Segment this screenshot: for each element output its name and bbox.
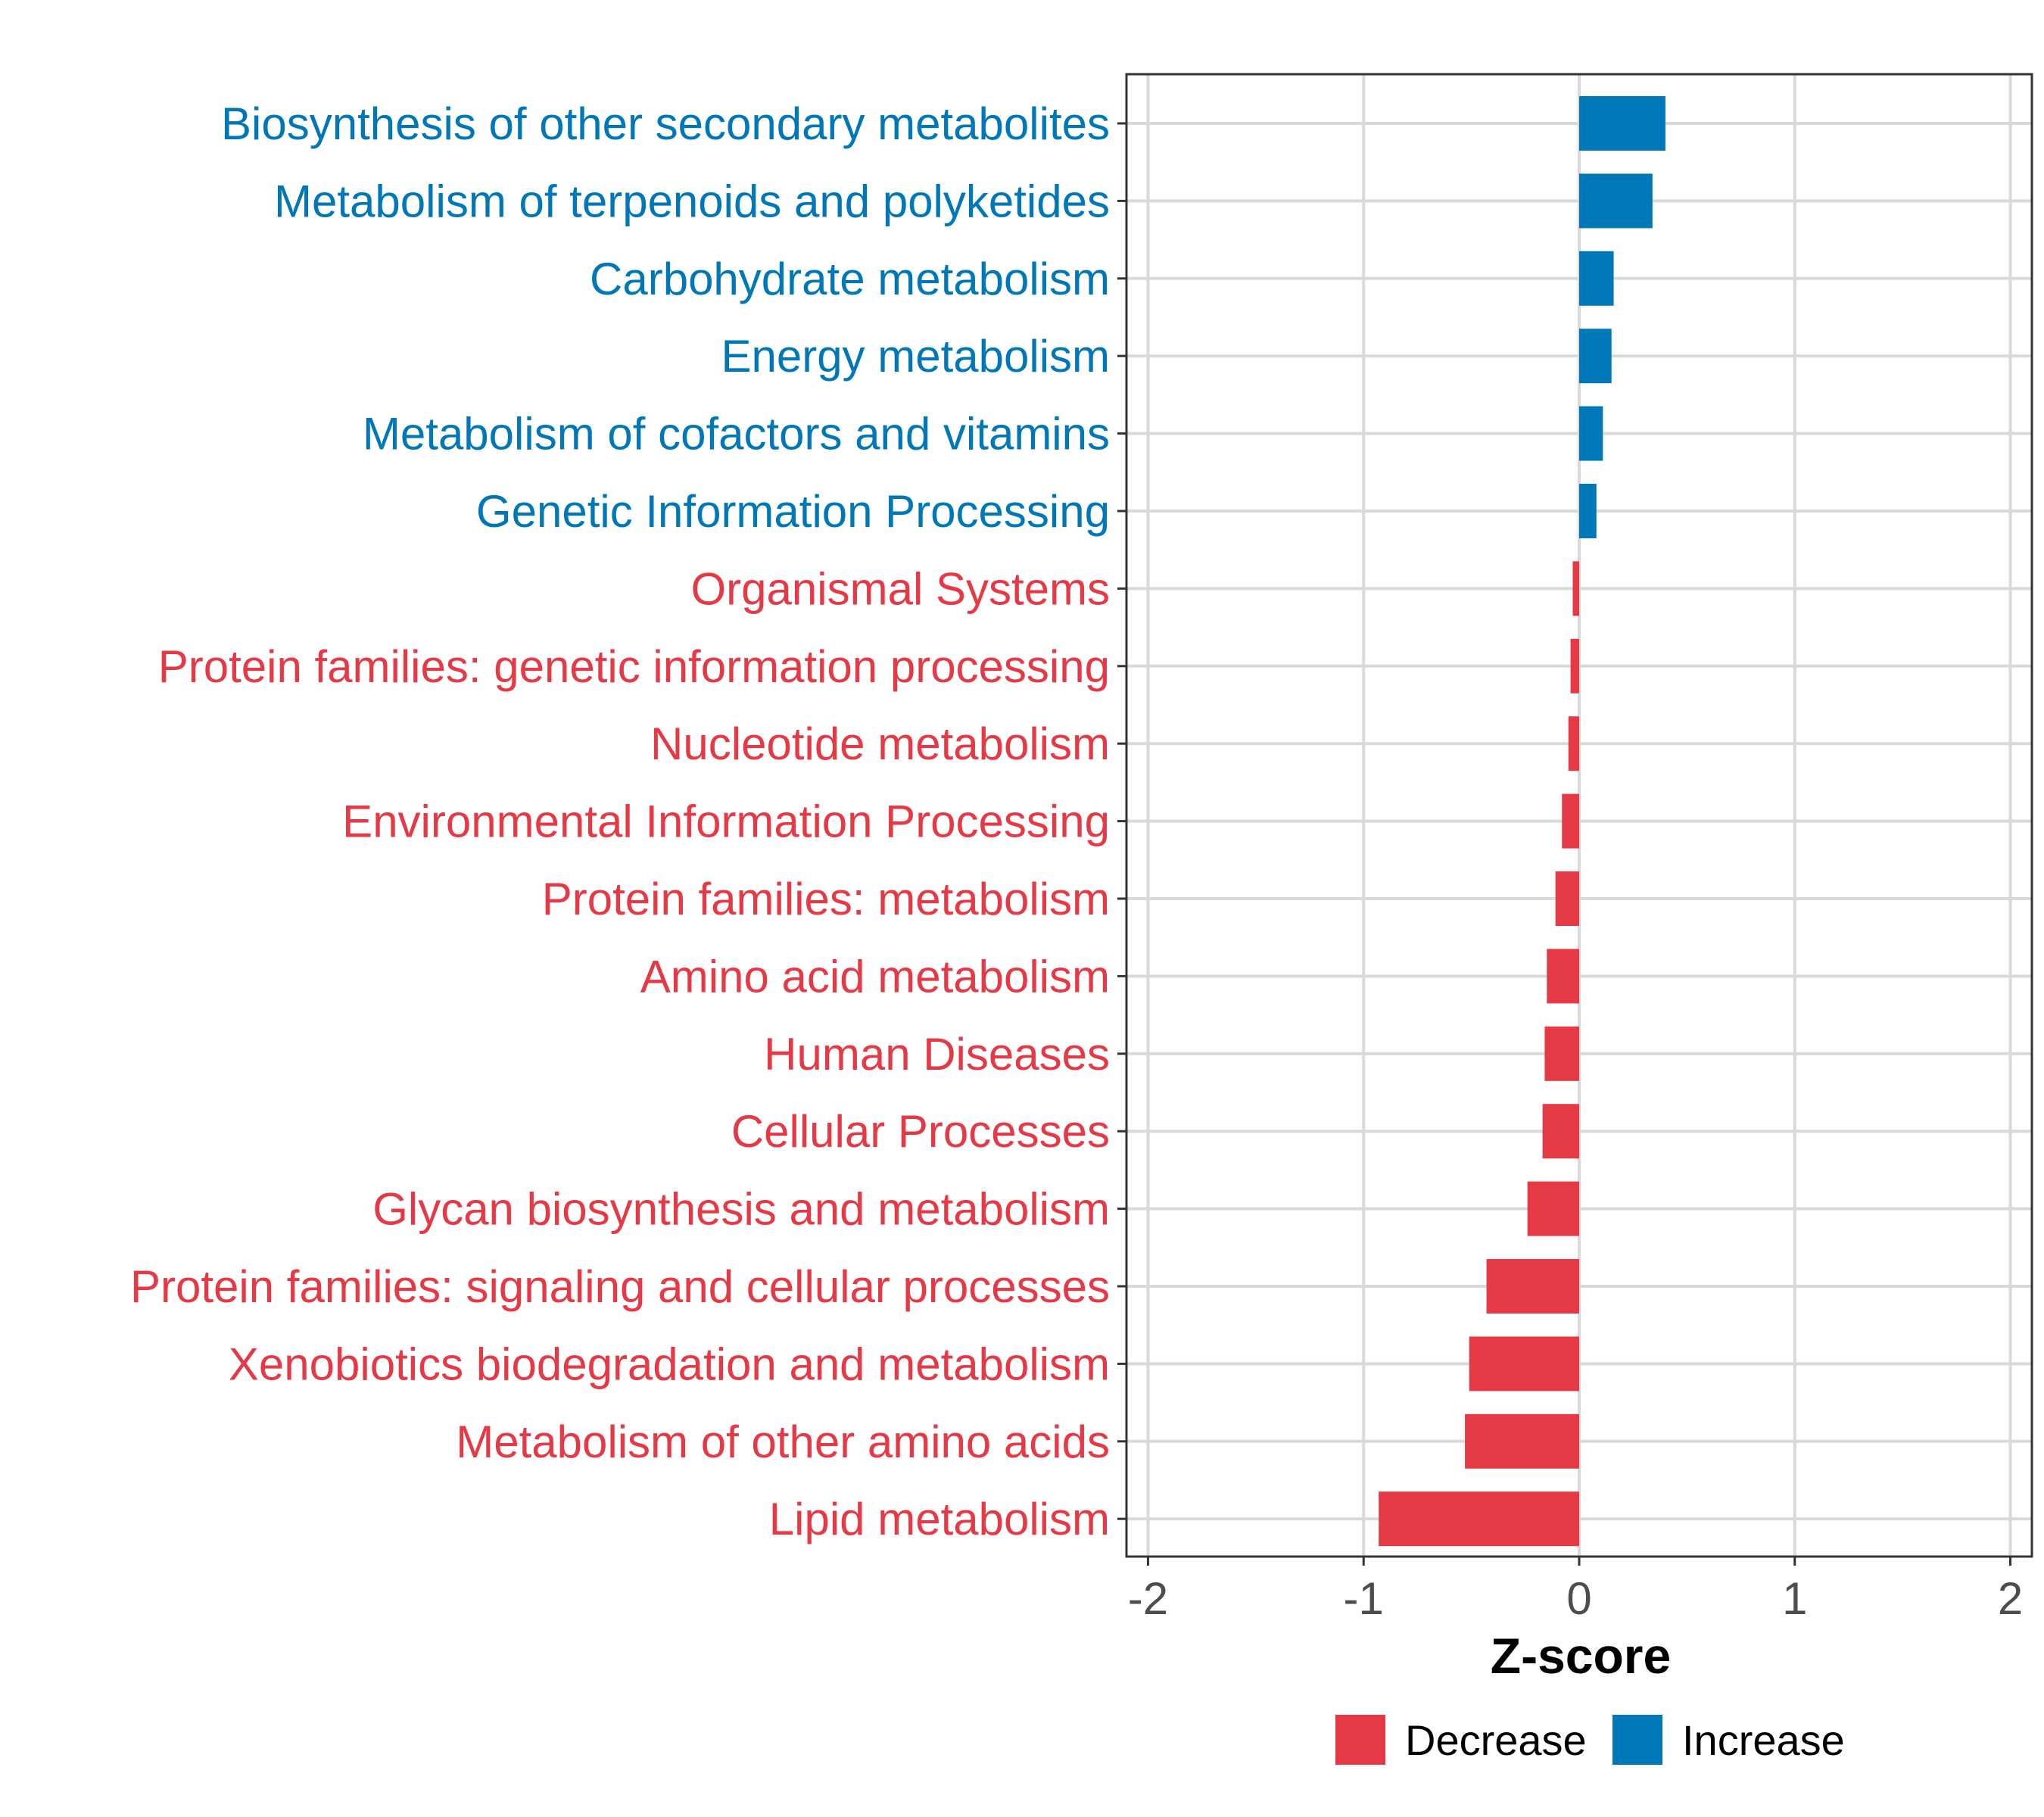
category-label-2: Carbohydrate metabolism (590, 254, 1110, 304)
bar-9 (1562, 793, 1579, 849)
legend-label-increase: Increase (1682, 1716, 1845, 1764)
bar-16 (1469, 1336, 1579, 1392)
x-tick-label-4: 2 (1998, 1573, 2023, 1624)
bar-1 (1579, 173, 1653, 229)
legend-key-increase (1612, 1715, 1662, 1765)
legend-key-decrease (1335, 1715, 1385, 1765)
category-label-12: Human Diseases (764, 1029, 1110, 1080)
x-tick-label-0: -2 (1128, 1573, 1168, 1624)
category-label-17: Metabolism of other amino acids (456, 1417, 1110, 1467)
category-label-11: Amino acid metabolism (640, 951, 1110, 1002)
category-label-10: Protein families: metabolism (542, 874, 1110, 924)
category-label-8: Nucleotide metabolism (650, 718, 1110, 769)
bar-18 (1379, 1491, 1579, 1547)
category-label-5: Genetic Information Processing (476, 486, 1110, 537)
bar-5 (1579, 484, 1597, 538)
bar-0 (1579, 96, 1665, 151)
x-tick-label-3: 1 (1782, 1573, 1807, 1624)
category-label-13: Cellular Processes (731, 1106, 1110, 1157)
x-tick-label-2: 0 (1566, 1573, 1591, 1624)
bar-3 (1579, 329, 1612, 384)
bar-10 (1555, 871, 1579, 926)
bar-14 (1527, 1181, 1579, 1236)
bar-6 (1572, 561, 1579, 616)
x-axis: -2 -1 0 1 2 (1128, 1557, 2023, 1624)
bar-8 (1568, 716, 1579, 771)
legend: Decrease Increase (1335, 1715, 1845, 1765)
bar-4 (1579, 406, 1603, 461)
category-label-4: Metabolism of cofactors and vitamins (363, 409, 1110, 460)
bars-layer (1379, 96, 1665, 1547)
category-label-3: Energy metabolism (721, 331, 1110, 382)
category-label-15: Protein families: signaling and cellular… (130, 1261, 1110, 1312)
legend-label-decrease: Decrease (1405, 1716, 1587, 1764)
category-label-16: Xenobiotics biodegradation and metabolis… (229, 1339, 1110, 1389)
category-labels: Biosynthesis of other secondary metaboli… (130, 98, 1126, 1544)
category-label-9: Environmental Information Processing (342, 796, 1110, 847)
category-label-0: Biosynthesis of other secondary metaboli… (221, 98, 1110, 149)
category-label-7: Protein families: genetic information pr… (158, 641, 1110, 692)
bar-2 (1579, 251, 1614, 306)
category-label-18: Lipid metabolism (769, 1494, 1110, 1544)
bar-12 (1544, 1026, 1579, 1081)
bar-13 (1542, 1104, 1579, 1159)
x-tick-label-1: -1 (1344, 1573, 1384, 1624)
bar-15 (1486, 1259, 1579, 1314)
category-label-14: Glycan biosynthesis and metabolism (372, 1184, 1110, 1235)
bar-7 (1570, 638, 1579, 693)
x-axis-title: Z-score (1491, 1628, 1671, 1684)
category-label-6: Organismal Systems (691, 563, 1110, 614)
bar-17 (1465, 1413, 1579, 1469)
bar-11 (1547, 949, 1579, 1004)
category-label-1: Metabolism of terpenoids and polyketides (274, 176, 1110, 226)
